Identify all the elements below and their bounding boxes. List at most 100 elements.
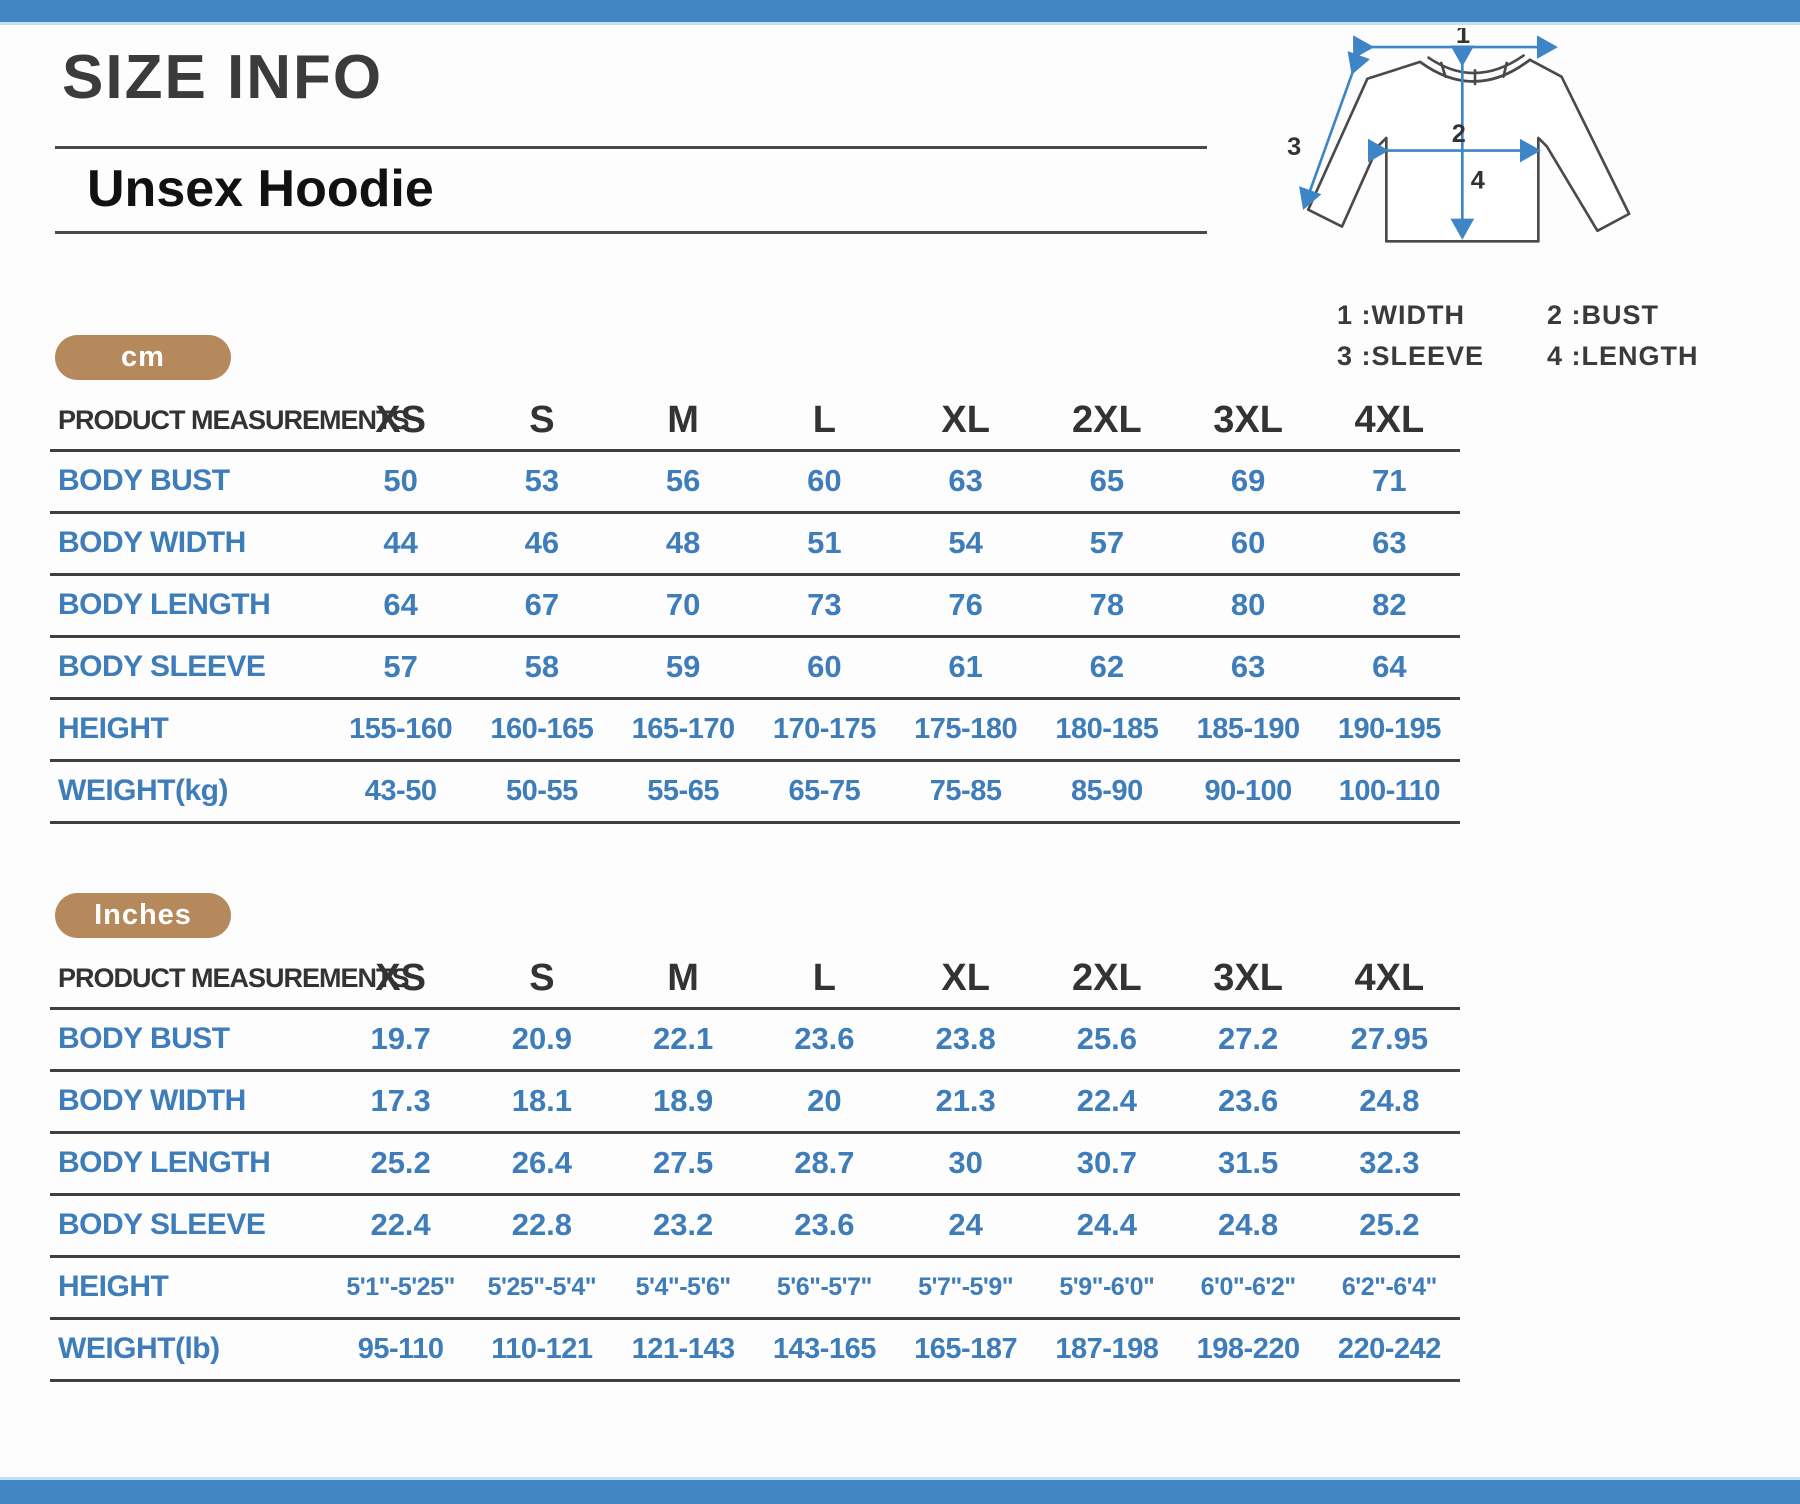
table-cell: 64 — [330, 574, 472, 638]
measurements-column-header: PRODUCT MEASUREMENTS — [50, 392, 410, 452]
table-cell: 22.4 — [330, 1194, 472, 1258]
table-row: WEIGHT(kg) 43-50 50-55 55-65 65-75 75-85 85-90… — [50, 760, 1460, 824]
table-row: BODY WIDTH 17.3 18.1 18.9 20 21.3 22.4 23.6 24.8 — [50, 1070, 1460, 1134]
legend-item-sleeve: 3 :SLEEVE — [1337, 341, 1485, 371]
table-cell: 19.7 — [330, 1008, 472, 1072]
table-cell: 18.1 — [471, 1070, 613, 1134]
table-cell: 23.8 — [895, 1008, 1037, 1072]
table-cell: 5'25"-5'4" — [471, 1256, 613, 1320]
legend-item-bust: 2 :BUST — [1547, 300, 1660, 330]
table-cell: 61 — [895, 636, 1037, 700]
size-column-header: 3XL — [1177, 950, 1319, 1010]
size-table-cm: PRODUCT MEASUREMENTS XS S M L XL 2XL 3XL 4XL BODY… — [50, 392, 1460, 824]
table-cell: 5'9"-6'0" — [1036, 1256, 1178, 1320]
hoodie-outline-drawing: 1 2 3 4 — [1287, 28, 1631, 243]
size-column-header: L — [753, 950, 895, 1010]
table-row: BODY BUST 50 53 56 60 63 65 69 71 — [50, 450, 1460, 514]
table-cell: 65-75 — [753, 760, 895, 824]
table-cell: 30 — [895, 1132, 1037, 1196]
table-cell: 69 — [1177, 450, 1319, 514]
table-cell: 63 — [1318, 512, 1460, 576]
table-cell: 5'7"-5'9" — [895, 1256, 1037, 1320]
table-cell: 6'2"-6'4" — [1318, 1256, 1460, 1320]
table-cell: 58 — [471, 636, 613, 700]
size-column-header: XS — [330, 950, 472, 1010]
row-label: HEIGHT — [50, 698, 330, 762]
table-cell: 54 — [895, 512, 1037, 576]
table-cell: 44 — [330, 512, 472, 576]
table-cell: 18.9 — [612, 1070, 754, 1134]
table-cell: 27.5 — [612, 1132, 754, 1196]
table-cell: 24.4 — [1036, 1194, 1178, 1258]
table-cell: 71 — [1318, 450, 1460, 514]
table-row: HEIGHT 155-160 160-165 165-170 170-175 175-18… — [50, 698, 1460, 762]
table-cell: 59 — [612, 636, 754, 700]
table-row: BODY BUST 19.7 20.9 22.1 23.6 23.8 25.6 27.2 27.… — [50, 1008, 1460, 1072]
arrow-label-1: 1 — [1456, 28, 1470, 49]
table-cell: 5'4"-5'6" — [612, 1256, 754, 1320]
table-cell: 32.3 — [1318, 1132, 1460, 1196]
table-cell: 23.6 — [1177, 1070, 1319, 1134]
table-cell: 25.2 — [330, 1132, 472, 1196]
table-row: HEIGHT 5'1"-5'25" 5'25"-5'4" 5'4"-5'6" 5'6"-… — [50, 1256, 1460, 1320]
table-cell: 25.6 — [1036, 1008, 1178, 1072]
table-cell: 21.3 — [895, 1070, 1037, 1134]
table-cell: 110-121 — [471, 1318, 613, 1382]
legend-item-width: 1 :WIDTH — [1337, 300, 1465, 330]
table-cell: 85-90 — [1036, 760, 1178, 824]
product-name: Unsex Hoodie — [87, 160, 434, 218]
table-cell: 187-198 — [1036, 1318, 1178, 1382]
table-cell: 46 — [471, 512, 613, 576]
table-cell: 70 — [612, 574, 754, 638]
header-row: PRODUCT MEASUREMENTS XS S M L XL 2XL 3XL 4XL — [50, 392, 1460, 452]
table-row: BODY SLEEVE 57 58 59 60 61 62 63 64 — [50, 636, 1460, 700]
table-cell: 95-110 — [330, 1318, 472, 1382]
size-column-header: 3XL — [1177, 392, 1319, 452]
table-row: WEIGHT(lb) 95-110 110-121 121-143 143-165 165… — [50, 1318, 1460, 1382]
table-cell: 23.6 — [753, 1008, 895, 1072]
table-cell: 90-100 — [1177, 760, 1319, 824]
row-label: BODY WIDTH — [50, 512, 330, 576]
arrow-label-2: 2 — [1452, 120, 1466, 148]
table-cell: 23.6 — [753, 1194, 895, 1258]
table-cell: 75-85 — [895, 760, 1037, 824]
table-cell: 60 — [1177, 512, 1319, 576]
page-title: SIZE INFO — [62, 43, 384, 112]
table-cell: 67 — [471, 574, 613, 638]
table-cell: 56 — [612, 450, 754, 514]
table-cell: 60 — [753, 450, 895, 514]
table-row: BODY LENGTH 25.2 26.4 27.5 28.7 30 30.7 31.5 32.… — [50, 1132, 1460, 1196]
table-cell: 24.8 — [1177, 1194, 1319, 1258]
header-row: PRODUCT MEASUREMENTS XS S M L XL 2XL 3XL 4XL — [50, 950, 1460, 1010]
table-cell: 155-160 — [330, 698, 472, 762]
table-cell: 53 — [471, 450, 613, 514]
table-cell: 175-180 — [895, 698, 1037, 762]
bottom-accent-bar — [0, 1477, 1800, 1504]
table-cell: 30.7 — [1036, 1132, 1178, 1196]
table-cell: 5'6"-5'7" — [753, 1256, 895, 1320]
table-cell: 64 — [1318, 636, 1460, 700]
size-column-header: M — [612, 392, 754, 452]
row-label: BODY WIDTH — [50, 1070, 330, 1134]
table-cell: 165-170 — [612, 698, 754, 762]
diagram-legend: 1 :WIDTH 2 :BUST 3 :SLEEVE 4 :LENGTH — [1337, 300, 1765, 372]
table-cell: 57 — [1036, 512, 1178, 576]
table-row: BODY LENGTH 64 67 70 73 76 78 80 82 — [50, 574, 1460, 638]
table-cell: 22.4 — [1036, 1070, 1178, 1134]
table-cell: 25.2 — [1318, 1194, 1460, 1258]
hoodie-measurement-diagram: 1 2 3 4 1 :WIDTH 2 :BUST 3 :SLEEVE 4 :LE… — [1285, 28, 1765, 372]
row-label: BODY SLEEVE — [50, 1194, 330, 1258]
size-table-inches: PRODUCT MEASUREMENTS XS S M L XL 2XL 3XL 4XL BODY… — [50, 950, 1460, 1382]
size-column-header: XL — [895, 950, 1037, 1010]
table-cell: 180-185 — [1036, 698, 1178, 762]
table-cell: 62 — [1036, 636, 1178, 700]
table-cell: 100-110 — [1318, 760, 1460, 824]
table-cell: 23.2 — [612, 1194, 754, 1258]
row-label: BODY LENGTH — [50, 1132, 330, 1196]
table-cell: 63 — [1177, 636, 1319, 700]
row-label: HEIGHT — [50, 1256, 330, 1320]
table-cell: 43-50 — [330, 760, 472, 824]
table-cell: 17.3 — [330, 1070, 472, 1134]
table-cell: 76 — [895, 574, 1037, 638]
table-row: BODY SLEEVE 22.4 22.8 23.2 23.6 24 24.4 24.8 25.… — [50, 1194, 1460, 1258]
